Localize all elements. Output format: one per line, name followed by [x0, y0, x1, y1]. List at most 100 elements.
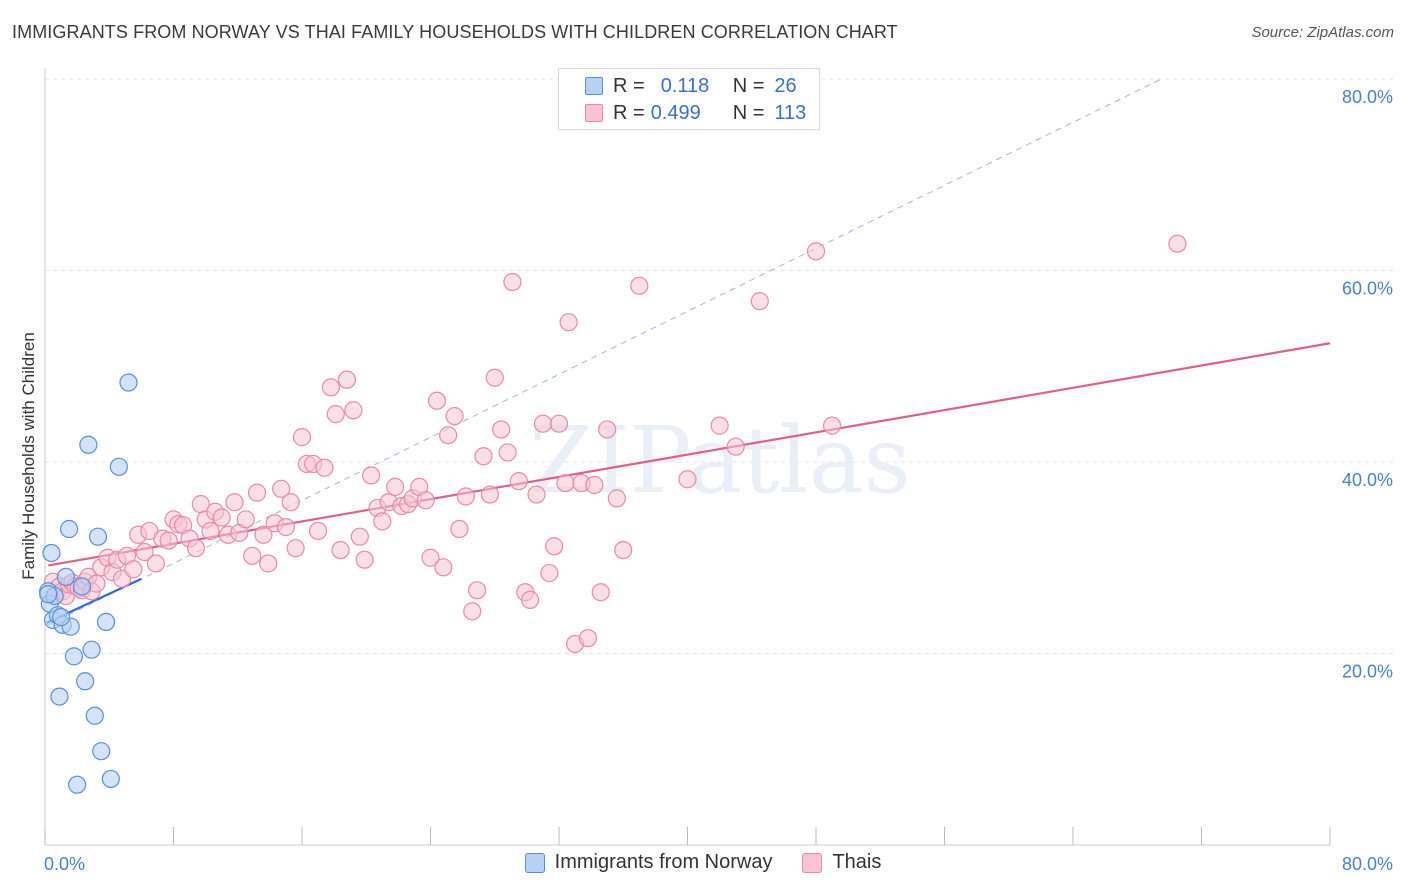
thai-point	[806, 242, 826, 261]
thai-point	[276, 518, 296, 537]
thai-point	[614, 540, 633, 560]
thai-point	[337, 370, 357, 389]
trend-lines	[46, 78, 1331, 626]
norway-legend-label: Immigrants from Norway	[554, 851, 773, 873]
x-tick-label-max: 80.0%	[1342, 854, 1393, 874]
thai-points	[43, 234, 1187, 654]
thai-point	[135, 542, 154, 562]
thai-point	[421, 548, 440, 567]
legend-item-norway[interactable]: Immigrants from Norway	[524, 851, 773, 874]
norway-point	[72, 577, 92, 596]
series-legend: Immigrants from Norway Thais	[0, 851, 1406, 874]
thai-point	[243, 546, 262, 565]
thai-point	[350, 527, 369, 546]
thai-point	[272, 479, 291, 498]
thai-point	[212, 508, 231, 527]
thai-point	[540, 563, 559, 583]
y-tick-label: 60.0%	[1342, 279, 1393, 299]
thai-point	[331, 540, 350, 560]
thai-point	[726, 437, 745, 456]
y-axis-label: Family Households with Children	[19, 332, 38, 580]
thai-point	[467, 581, 487, 600]
thai-point	[434, 558, 453, 577]
thai-point	[750, 292, 769, 311]
thai-r-value: 0.499	[650, 101, 701, 124]
thai-point	[308, 521, 328, 541]
norway-n-label: N =	[732, 74, 765, 97]
axes	[44, 68, 1331, 846]
thai-n-label: N =	[732, 101, 765, 124]
thai-point	[146, 554, 165, 573]
thai-point	[450, 519, 469, 539]
thai-legend-swatch	[802, 852, 823, 873]
grid-lines	[45, 78, 1393, 654]
thai-point	[678, 470, 697, 489]
thai-point	[326, 405, 345, 424]
norway-point	[64, 647, 84, 666]
thai-point	[124, 560, 143, 579]
thai-point	[607, 489, 626, 508]
y-tick-label: 40.0%	[1342, 470, 1393, 490]
thai-point	[545, 537, 564, 556]
norway-point	[79, 435, 98, 454]
chart-title: IMMIGRANTS FROM NORWAY VS THAI FAMILY HO…	[12, 22, 898, 42]
norway-point	[56, 567, 75, 587]
thai-point	[498, 443, 517, 462]
thai-r-label: R =	[613, 101, 645, 124]
thai-point	[463, 602, 482, 621]
thai-legend-label: Thais	[832, 851, 882, 873]
norway-point	[119, 373, 138, 392]
thai-point	[598, 420, 617, 439]
norway-point	[76, 672, 95, 691]
thai-point	[344, 401, 363, 420]
thai-point	[559, 313, 578, 332]
thai-point	[1168, 234, 1187, 253]
thai-point	[225, 493, 244, 512]
thai-point	[373, 512, 392, 531]
thai-point	[585, 475, 604, 495]
x-tick-label-min: 0.0%	[44, 854, 85, 874]
norway-point	[59, 519, 79, 539]
thai-swatch	[585, 104, 603, 122]
source-label: Source: ZipAtlas.com	[1251, 24, 1394, 41]
thai-point	[822, 416, 842, 435]
norway-point	[109, 457, 128, 476]
thai-point	[474, 447, 493, 466]
norway-point	[88, 527, 108, 546]
norway-point	[85, 706, 104, 725]
norway-points	[39, 373, 138, 794]
thai-point	[281, 493, 300, 512]
legend-item-thais[interactable]: Thais	[802, 851, 881, 874]
norway-point	[96, 612, 116, 632]
thai-point	[321, 378, 341, 397]
thai-point	[445, 406, 464, 426]
thai-point	[201, 521, 220, 541]
norway-r-value: 0.118	[660, 74, 710, 97]
thai-point	[292, 428, 312, 447]
norway-point	[82, 640, 101, 659]
thai-point	[427, 391, 447, 410]
thai-point	[416, 491, 435, 510]
thai-point	[485, 368, 504, 387]
thai-point	[578, 629, 598, 648]
thai-point	[186, 539, 206, 558]
thai-point	[259, 554, 278, 573]
thai-point	[492, 420, 511, 439]
norway-point	[101, 769, 120, 789]
y-tick-labels: 20.0% 40.0% 60.0% 80.0%	[1342, 87, 1393, 682]
legend-row-norway: R = 0.118 N = 26	[585, 73, 797, 99]
thai-point	[439, 426, 458, 445]
thai-point	[556, 473, 575, 493]
thai-point	[386, 477, 405, 496]
norway-trend-extension	[47, 78, 1162, 626]
thai-point	[591, 583, 610, 602]
legend-row-thai: R = 0.499 N = 113	[585, 100, 806, 126]
y-tick-label: 80.0%	[1342, 87, 1393, 107]
norway-r-label: R =	[613, 74, 645, 97]
thai-point	[710, 416, 729, 435]
norway-legend-swatch	[524, 852, 545, 873]
norway-point	[92, 742, 111, 761]
thai-point	[527, 485, 546, 504]
norway-point	[50, 687, 69, 706]
thai-point	[630, 276, 649, 295]
